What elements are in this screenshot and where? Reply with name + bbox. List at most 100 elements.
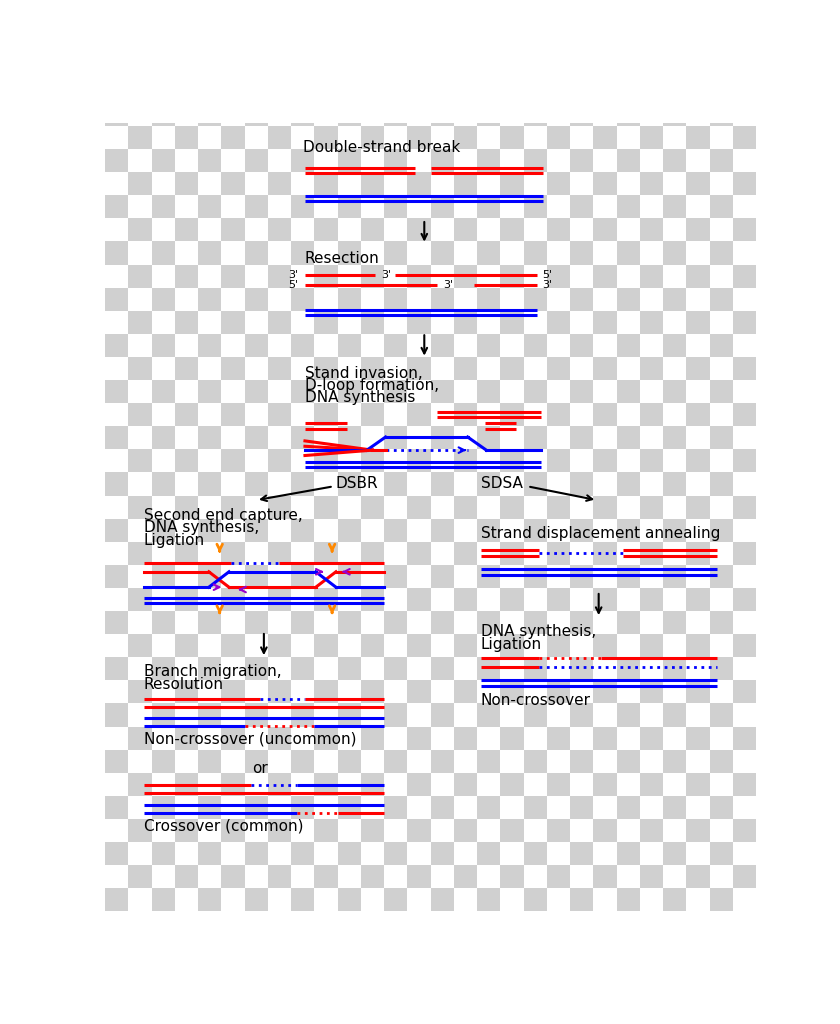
Bar: [756, 796, 780, 819]
Bar: [477, 242, 501, 264]
Bar: [151, 519, 175, 542]
Bar: [663, 334, 686, 357]
Bar: [431, 172, 454, 196]
Bar: [454, 496, 477, 519]
Bar: [477, 334, 501, 357]
Bar: [686, 819, 710, 842]
Bar: [338, 310, 360, 334]
Text: Strand displacement annealing: Strand displacement annealing: [480, 525, 720, 541]
Bar: [407, 750, 431, 773]
Bar: [710, 519, 732, 542]
Bar: [732, 102, 756, 126]
Text: or: or: [252, 761, 268, 775]
Bar: [175, 542, 198, 565]
Bar: [663, 750, 686, 773]
Bar: [198, 380, 221, 403]
Bar: [477, 796, 501, 819]
Bar: [501, 519, 523, 542]
Bar: [547, 888, 570, 911]
Bar: [360, 472, 384, 496]
Bar: [570, 357, 593, 380]
Bar: [175, 334, 198, 357]
Bar: [477, 218, 501, 242]
Bar: [407, 426, 431, 450]
Bar: [663, 657, 686, 680]
Bar: [454, 703, 477, 727]
Bar: [221, 334, 244, 357]
Bar: [291, 588, 314, 611]
Bar: [338, 450, 360, 472]
Bar: [338, 403, 360, 426]
Bar: [268, 727, 291, 750]
Bar: [570, 472, 593, 496]
Bar: [314, 819, 338, 842]
Bar: [547, 380, 570, 403]
Bar: [593, 865, 617, 888]
Bar: [663, 472, 686, 496]
Bar: [732, 403, 756, 426]
Bar: [570, 519, 593, 542]
Bar: [384, 634, 407, 657]
Bar: [268, 865, 291, 888]
Bar: [501, 657, 523, 680]
Bar: [593, 472, 617, 496]
Bar: [454, 727, 477, 750]
Bar: [663, 426, 686, 450]
Bar: [221, 565, 244, 588]
Bar: [593, 634, 617, 657]
Bar: [732, 218, 756, 242]
Bar: [338, 150, 360, 172]
Bar: [151, 334, 175, 357]
Bar: [314, 611, 338, 634]
Bar: [314, 565, 338, 588]
Bar: [291, 750, 314, 773]
Bar: [617, 542, 640, 565]
Bar: [570, 657, 593, 680]
Bar: [523, 102, 547, 126]
Bar: [756, 611, 780, 634]
Bar: [454, 288, 477, 310]
Bar: [663, 865, 686, 888]
Bar: [244, 126, 268, 150]
Bar: [268, 310, 291, 334]
Bar: [360, 750, 384, 773]
Bar: [570, 865, 593, 888]
Bar: [360, 565, 384, 588]
Bar: [523, 542, 547, 565]
Bar: [686, 888, 710, 911]
Bar: [360, 727, 384, 750]
Bar: [314, 102, 338, 126]
Bar: [407, 357, 431, 380]
Bar: [640, 218, 663, 242]
Bar: [129, 334, 151, 357]
Bar: [151, 865, 175, 888]
Bar: [198, 357, 221, 380]
Bar: [314, 727, 338, 750]
Bar: [407, 126, 431, 150]
Text: DNA synthesis: DNA synthesis: [305, 390, 415, 406]
Bar: [710, 680, 732, 703]
Bar: [593, 172, 617, 196]
Bar: [268, 426, 291, 450]
Bar: [710, 865, 732, 888]
Bar: [523, 172, 547, 196]
Bar: [710, 310, 732, 334]
Bar: [501, 842, 523, 865]
Bar: [501, 565, 523, 588]
Bar: [105, 588, 129, 611]
Bar: [523, 773, 547, 796]
Bar: [570, 842, 593, 865]
Bar: [221, 380, 244, 403]
Text: DNA synthesis,: DNA synthesis,: [480, 625, 596, 639]
Bar: [547, 727, 570, 750]
Text: 3': 3': [381, 270, 391, 281]
Bar: [732, 196, 756, 218]
Bar: [175, 819, 198, 842]
Bar: [105, 403, 129, 426]
Bar: [314, 634, 338, 657]
Bar: [221, 773, 244, 796]
Bar: [151, 288, 175, 310]
Bar: [198, 102, 221, 126]
Bar: [663, 102, 686, 126]
Bar: [547, 750, 570, 773]
